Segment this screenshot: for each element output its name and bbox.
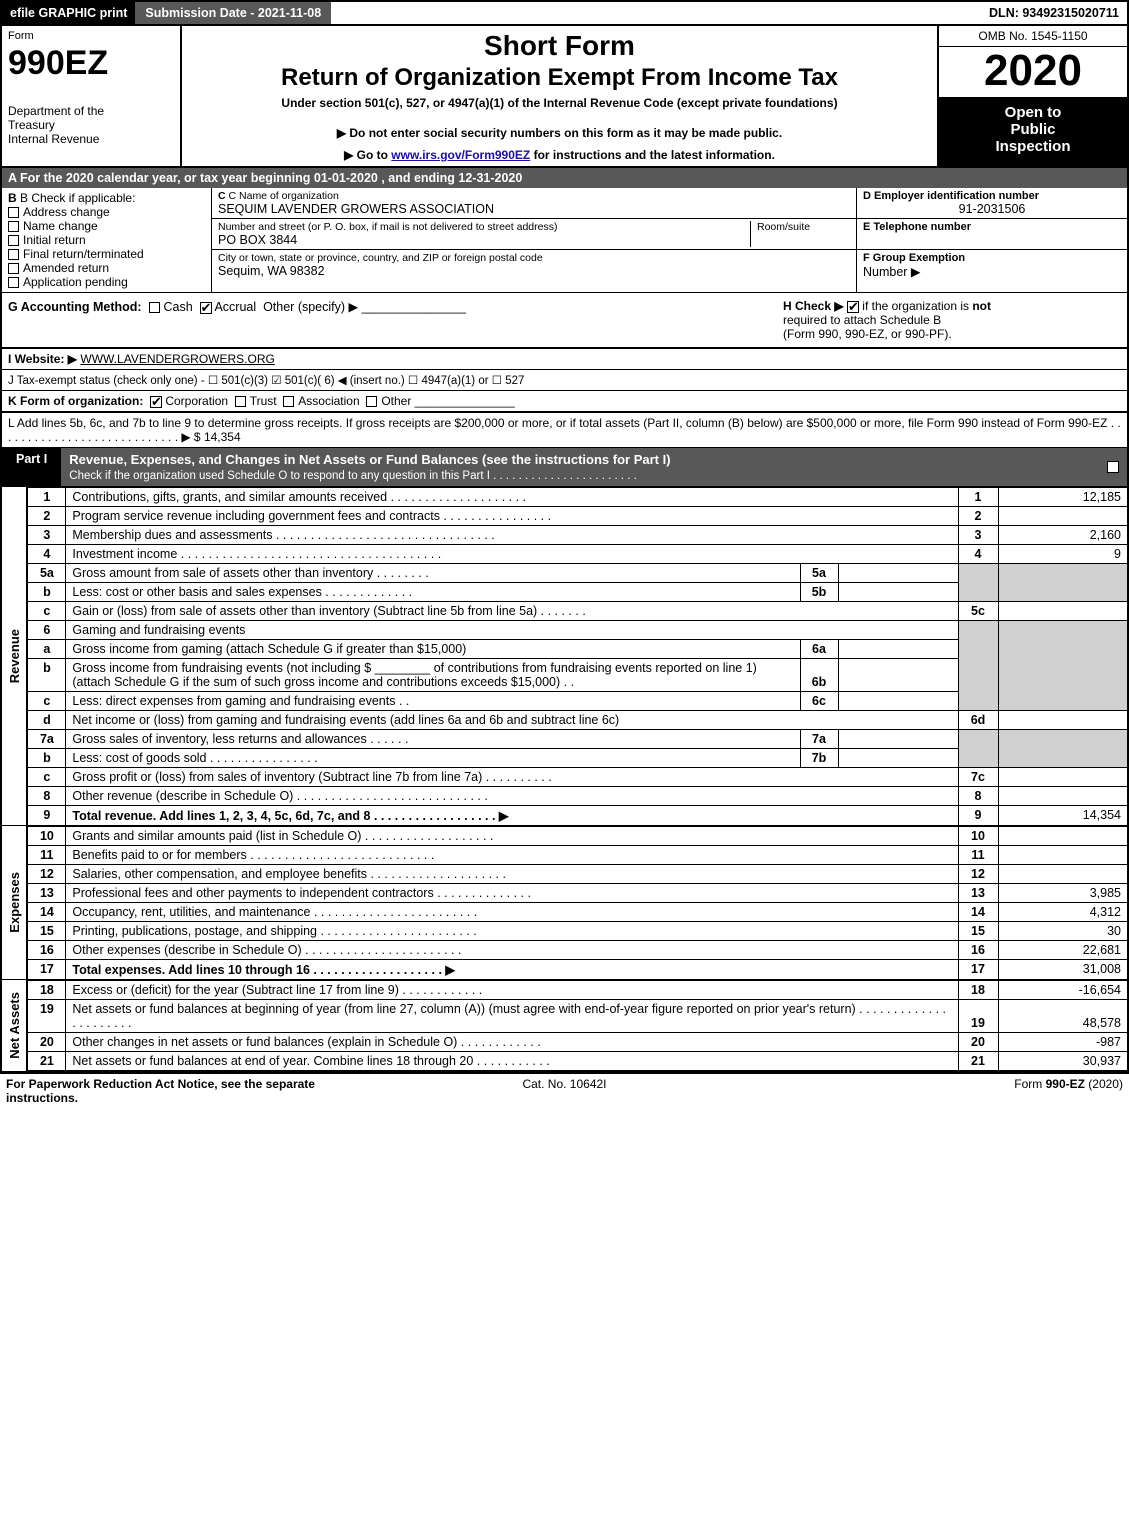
checkbox-amended-return[interactable] bbox=[8, 263, 19, 274]
line5c-value bbox=[998, 602, 1128, 621]
line3-value: 2,160 bbox=[998, 526, 1128, 545]
form-header: Form 990EZ Department of the Treasury In… bbox=[0, 26, 1129, 168]
group-exemption-label: F Group Exemption bbox=[863, 252, 1121, 264]
col-c: C C Name of organization SEQUIM LAVENDER… bbox=[212, 188, 857, 292]
line16-value: 22,681 bbox=[998, 941, 1128, 960]
checkbox-accrual[interactable] bbox=[200, 302, 212, 314]
open-to-public: Open to Public Inspection bbox=[939, 98, 1127, 166]
dln-label: DLN: 93492315020711 bbox=[981, 2, 1127, 24]
irs-link[interactable]: www.irs.gov/Form990EZ bbox=[391, 148, 530, 162]
form-number: 990EZ bbox=[8, 46, 174, 80]
checkbox-application-pending[interactable] bbox=[8, 277, 19, 288]
schedule-b-check: H Check ▶ if the organization is not req… bbox=[777, 293, 1127, 347]
checkbox-trust[interactable] bbox=[235, 396, 246, 407]
org-address: PO BOX 3844 bbox=[218, 233, 750, 247]
line6d-value bbox=[998, 711, 1128, 730]
col-def: D Employer identification number 91-2031… bbox=[857, 188, 1127, 292]
ssn-notice: ▶ Do not enter social security numbers o… bbox=[188, 126, 931, 140]
checkbox-initial-return[interactable] bbox=[8, 235, 19, 246]
under-section: Under section 501(c), 527, or 4947(a)(1)… bbox=[188, 96, 931, 110]
part1-title: Revenue, Expenses, and Changes in Net As… bbox=[61, 448, 1099, 486]
org-city: Sequim, WA 98382 bbox=[218, 264, 850, 278]
line18-value: -16,654 bbox=[998, 981, 1128, 1000]
line9-value: 14,354 bbox=[998, 806, 1128, 826]
efile-label[interactable]: efile GRAPHIC print bbox=[2, 2, 135, 24]
checkbox-address-change[interactable] bbox=[8, 207, 19, 218]
line1-value: 12,185 bbox=[998, 488, 1128, 507]
gross-receipts-value: 14,354 bbox=[204, 430, 241, 444]
top-bar: efile GRAPHIC print Submission Date - 20… bbox=[0, 0, 1129, 26]
checkbox-final-return[interactable] bbox=[8, 249, 19, 260]
line19-value: 48,578 bbox=[998, 1000, 1128, 1033]
b-label: B bbox=[8, 191, 17, 205]
paperwork-notice: For Paperwork Reduction Act Notice, see … bbox=[6, 1077, 378, 1105]
checkbox-cash[interactable] bbox=[149, 302, 160, 313]
expenses-section: Expenses 10Grants and similar amounts pa… bbox=[0, 826, 1129, 980]
form-label: Form bbox=[8, 30, 174, 42]
omb-number: OMB No. 1545-1150 bbox=[939, 26, 1127, 47]
ein-value: 91-2031506 bbox=[863, 202, 1121, 216]
line4-value: 9 bbox=[998, 545, 1128, 564]
revenue-section: Revenue 1Contributions, gifts, grants, a… bbox=[0, 487, 1129, 826]
ein-label: D Employer identification number bbox=[863, 190, 1121, 202]
website-value[interactable]: WWW.LAVENDERGROWERS.ORG bbox=[80, 352, 274, 366]
expenses-side-label: Expenses bbox=[0, 826, 27, 980]
row-i-website: I Website: ▶ WWW.LAVENDERGROWERS.ORG bbox=[0, 348, 1129, 369]
checkbox-schedule-o[interactable] bbox=[1107, 461, 1119, 473]
goto-notice: ▶ Go to www.irs.gov/Form990EZ for instru… bbox=[188, 148, 931, 162]
line14-value: 4,312 bbox=[998, 903, 1128, 922]
row-k-form-org: K Form of organization: Corporation Trus… bbox=[0, 390, 1129, 413]
checkbox-name-change[interactable] bbox=[8, 221, 19, 232]
line11-value bbox=[998, 846, 1128, 865]
part1-label: Part I bbox=[2, 448, 61, 486]
net-assets-section: Net Assets 18Excess or (deficit) for the… bbox=[0, 980, 1129, 1072]
submission-date: Submission Date - 2021-11-08 bbox=[135, 2, 331, 24]
form-ref: Form 990-EZ (2020) bbox=[751, 1077, 1123, 1105]
part1-header: Part I Revenue, Expenses, and Changes in… bbox=[0, 448, 1129, 487]
row-l-gross-receipts: L Add lines 5b, 6c, and 7b to line 9 to … bbox=[0, 413, 1129, 448]
return-title: Return of Organization Exempt From Incom… bbox=[188, 64, 931, 92]
header-right: OMB No. 1545-1150 2020 Open to Public In… bbox=[937, 26, 1127, 166]
row-a-tax-year: A For the 2020 calendar year, or tax yea… bbox=[0, 168, 1129, 188]
header-left: Form 990EZ Department of the Treasury In… bbox=[2, 26, 182, 166]
cat-number: Cat. No. 10642I bbox=[378, 1077, 750, 1105]
line12-value bbox=[998, 865, 1128, 884]
accounting-method: G Accounting Method: Cash Accrual Other … bbox=[2, 293, 777, 347]
line10-value bbox=[998, 827, 1128, 846]
line13-value: 3,985 bbox=[998, 884, 1128, 903]
checkbox-other[interactable] bbox=[366, 396, 377, 407]
line8-value bbox=[998, 787, 1128, 806]
page-footer: For Paperwork Reduction Act Notice, see … bbox=[0, 1072, 1129, 1108]
line15-value: 30 bbox=[998, 922, 1128, 941]
line2-value bbox=[998, 507, 1128, 526]
checkbox-schedule-b[interactable] bbox=[847, 301, 859, 313]
tax-year: 2020 bbox=[939, 47, 1127, 98]
line21-value: 30,937 bbox=[998, 1052, 1128, 1072]
line7c-value bbox=[998, 768, 1128, 787]
org-name: SEQUIM LAVENDER GROWERS ASSOCIATION bbox=[218, 202, 850, 216]
col-b: B B Check if applicable: Address change … bbox=[2, 188, 212, 292]
checkbox-corporation[interactable] bbox=[150, 396, 162, 408]
line20-value: -987 bbox=[998, 1033, 1128, 1052]
telephone-label: E Telephone number bbox=[863, 221, 1121, 233]
netassets-side-label: Net Assets bbox=[0, 980, 27, 1072]
block-bcdef: B B Check if applicable: Address change … bbox=[0, 188, 1129, 293]
row-gh: G Accounting Method: Cash Accrual Other … bbox=[0, 293, 1129, 348]
department-label: Department of the Treasury Internal Reve… bbox=[8, 104, 174, 146]
short-form-title: Short Form bbox=[188, 30, 931, 62]
line17-value: 31,008 bbox=[998, 960, 1128, 980]
header-center: Short Form Return of Organization Exempt… bbox=[182, 26, 937, 166]
checkbox-association[interactable] bbox=[283, 396, 294, 407]
row-j-tax-exempt: J Tax-exempt status (check only one) - ☐… bbox=[0, 369, 1129, 390]
revenue-side-label: Revenue bbox=[0, 487, 27, 826]
